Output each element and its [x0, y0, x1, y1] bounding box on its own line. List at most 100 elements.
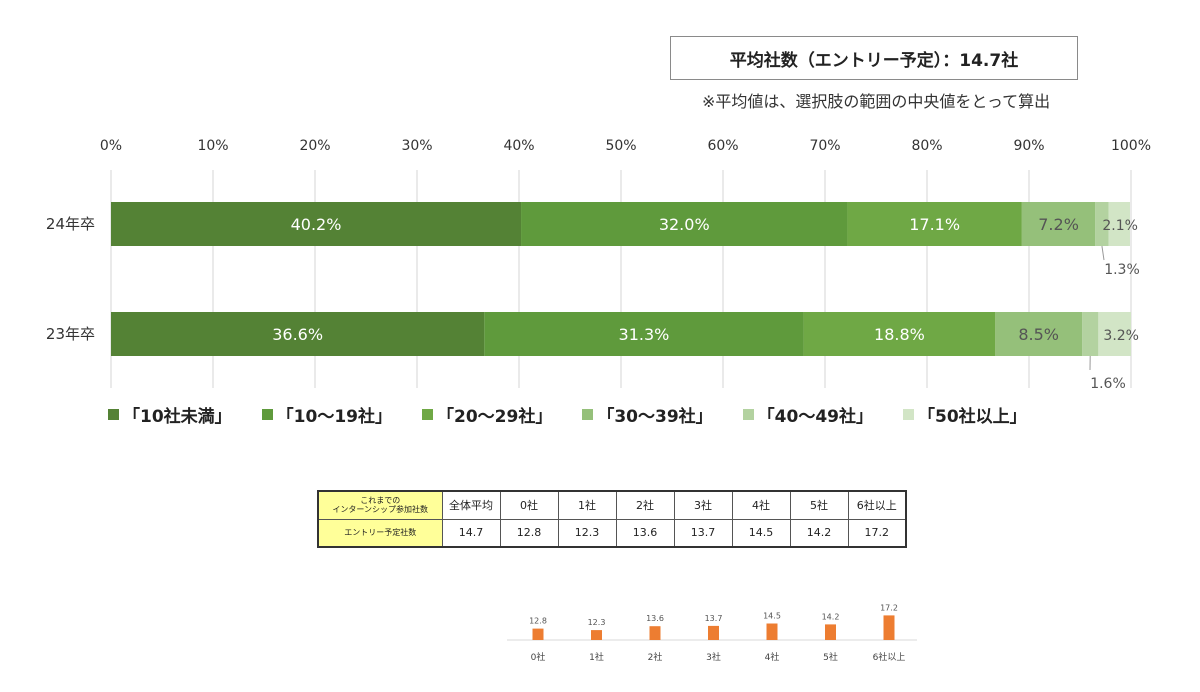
- table-row: エントリー予定社数 14.7 12.8 12.3 13.6 13.7 14.5 …: [317, 518, 907, 548]
- data-label: 1.6%: [1090, 376, 1126, 392]
- legend-item: 「20～29社」: [422, 402, 552, 427]
- legend-label: 「20～29社」: [437, 407, 553, 427]
- category-label: 6社以上: [873, 651, 906, 663]
- x-tick-label: 90%: [1013, 138, 1044, 154]
- legend-swatch: [261, 409, 273, 420]
- calculation-note: ※平均値は、選択肢の範囲の中央値をとって算出: [702, 92, 1051, 111]
- table-col-header: 6社以上: [847, 490, 907, 520]
- x-tick-label: 0%: [100, 138, 122, 154]
- bar: [883, 615, 895, 640]
- chart-legend: 「10社未満」 「10～19社」 「20～29社」 「30～39社」 「40～49社」 「…: [108, 402, 1057, 427]
- category-label: 23年卒: [46, 325, 95, 343]
- bar-segment: [995, 312, 1083, 356]
- category-label: 1社: [589, 651, 604, 663]
- bar: [766, 623, 778, 640]
- category-label: 5社: [823, 651, 838, 663]
- legend-label: 「50社以上」: [917, 407, 1027, 427]
- x-tick-label: 30%: [401, 138, 432, 154]
- legend-label: 「40～49社」: [757, 407, 873, 427]
- legend-swatch: [582, 409, 594, 420]
- data-label: 40.2%: [291, 215, 342, 234]
- data-label: 8.5%: [1018, 325, 1059, 344]
- bar: [825, 624, 836, 640]
- data-label: 12.3: [588, 618, 606, 627]
- bar-segment: [1098, 312, 1131, 356]
- data-label: 13.6: [646, 614, 664, 623]
- bar: [591, 630, 602, 640]
- stacked-bar-chart: 0% 10% 20% 30% 40% 50% 60% 70% 80% 90% 100% 24年卒 40.…: [46, 138, 1151, 392]
- legend-label: 「30～39社」: [597, 407, 713, 427]
- data-label: 7.2%: [1038, 215, 1079, 234]
- x-tick-label: 20%: [299, 138, 330, 154]
- bar-segment: [521, 202, 848, 246]
- data-label: 31.3%: [619, 325, 670, 344]
- legend-item: 「50社以上」: [902, 402, 1027, 427]
- legend-item: 「30～39社」: [582, 402, 713, 427]
- data-label: 1.3%: [1104, 262, 1140, 278]
- bar: [708, 625, 719, 640]
- bar-segment: [1082, 312, 1099, 356]
- table-cell: 12.3: [557, 518, 617, 548]
- bar-segment: [1021, 202, 1096, 246]
- data-label: 17.2: [880, 603, 898, 612]
- legend-swatch: [742, 409, 754, 420]
- table-cell: 14.2: [789, 518, 849, 548]
- x-tick-label: 100%: [1111, 138, 1151, 154]
- x-tick-label: 10%: [197, 138, 228, 154]
- x-tick-label: 40%: [503, 138, 534, 154]
- legend-label: 「10～19社」: [276, 407, 392, 427]
- data-label: 12.8: [529, 617, 547, 626]
- category-label: 2社: [648, 651, 663, 663]
- bar-segment: [1095, 202, 1109, 246]
- category-label: 4社: [765, 651, 780, 663]
- x-tick-label: 60%: [707, 138, 738, 154]
- data-label: 32.0%: [659, 215, 710, 234]
- table-col-header: 2社: [615, 490, 675, 520]
- legend-label: 「10社未満」: [123, 407, 232, 427]
- table-col-header: 5社: [789, 490, 849, 520]
- table-col-header: 0社: [499, 490, 559, 520]
- bar: [649, 626, 661, 640]
- table-col-header: 全体平均: [441, 490, 501, 520]
- data-label: 17.1%: [909, 215, 960, 234]
- summary-title-box: 平均社数（エントリー予定）：14.7社: [670, 36, 1078, 80]
- table-row-label: エントリー予定社数: [317, 518, 443, 548]
- legend-swatch: [108, 409, 119, 420]
- bar: [532, 628, 544, 640]
- bar-segment: [111, 202, 522, 246]
- bar-segment: [111, 312, 485, 356]
- data-label: 3.2%: [1103, 328, 1139, 344]
- bar-segment: [1108, 202, 1130, 246]
- summary-title: 平均社数（エントリー予定）：14.7社: [729, 50, 1019, 71]
- table-col-header: 4社: [731, 490, 791, 520]
- table-header-label-line1: これまでの: [360, 496, 401, 506]
- table-col-header: 3社: [673, 490, 733, 520]
- data-label: 18.8%: [874, 325, 925, 344]
- legend-item: 「40～49社」: [742, 402, 873, 427]
- x-tick-label: 70%: [809, 138, 840, 154]
- table-header-label-line2: インターンシップ参加社数: [332, 505, 429, 515]
- bar-segment: [803, 312, 996, 356]
- category-label: 24年卒: [46, 215, 95, 233]
- category-label: 0社: [531, 651, 546, 663]
- legend-swatch: [902, 409, 914, 420]
- table-cell: 13.6: [615, 518, 675, 548]
- table-cell: 14.7: [441, 518, 501, 548]
- x-tick-label: 50%: [605, 138, 636, 154]
- table-cell: 12.8: [499, 518, 559, 548]
- table-cell: 14.5: [731, 518, 791, 548]
- legend-item: 「10～19社」: [261, 402, 392, 427]
- table-header-row: これまでの インターンシップ参加社数 全体平均 0社 1社 2社 3社 4社 5…: [317, 490, 907, 520]
- data-label: 2.1%: [1102, 218, 1138, 234]
- bar-segment: [847, 202, 1022, 246]
- x-tick-label: 80%: [911, 138, 942, 154]
- legend-item: 「10社未満」: [108, 402, 232, 427]
- table-header-label: これまでの インターンシップ参加社数: [317, 490, 443, 520]
- leader-line: [1101, 245, 1105, 261]
- table-cell: 13.7: [673, 518, 733, 548]
- legend-swatch: [422, 409, 433, 420]
- internship-entry-table: これまでの インターンシップ参加社数 全体平均 0社 1社 2社 3社 4社 5…: [317, 490, 907, 548]
- bar-segment: [484, 312, 804, 356]
- data-label: 13.7: [705, 614, 723, 623]
- table-cell: 17.2: [847, 518, 907, 548]
